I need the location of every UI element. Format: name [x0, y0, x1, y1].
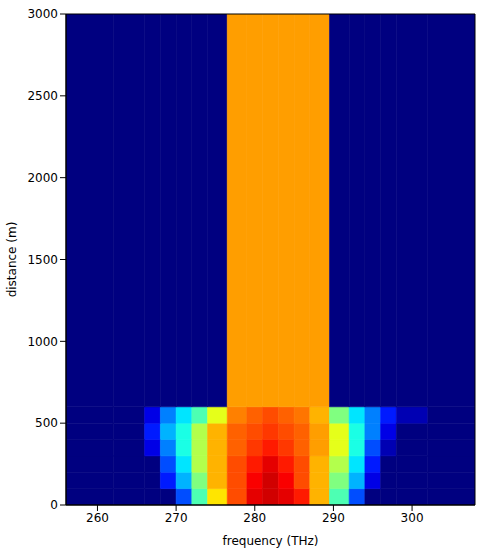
svg-text:distance (m): distance (m): [5, 222, 19, 298]
svg-text:2500: 2500: [27, 89, 58, 103]
svg-text:0: 0: [50, 498, 58, 512]
svg-text:3000: 3000: [27, 7, 58, 21]
svg-text:300: 300: [401, 511, 424, 525]
svg-text:500: 500: [35, 416, 58, 430]
svg-text:1000: 1000: [27, 335, 58, 349]
svg-text:290: 290: [322, 511, 345, 525]
svg-text:280: 280: [243, 511, 266, 525]
svg-text:1500: 1500: [27, 253, 58, 267]
svg-text:270: 270: [165, 511, 188, 525]
svg-text:frequency (THz): frequency (THz): [222, 534, 318, 548]
svg-text:260: 260: [86, 511, 109, 525]
svg-text:2000: 2000: [27, 171, 58, 185]
